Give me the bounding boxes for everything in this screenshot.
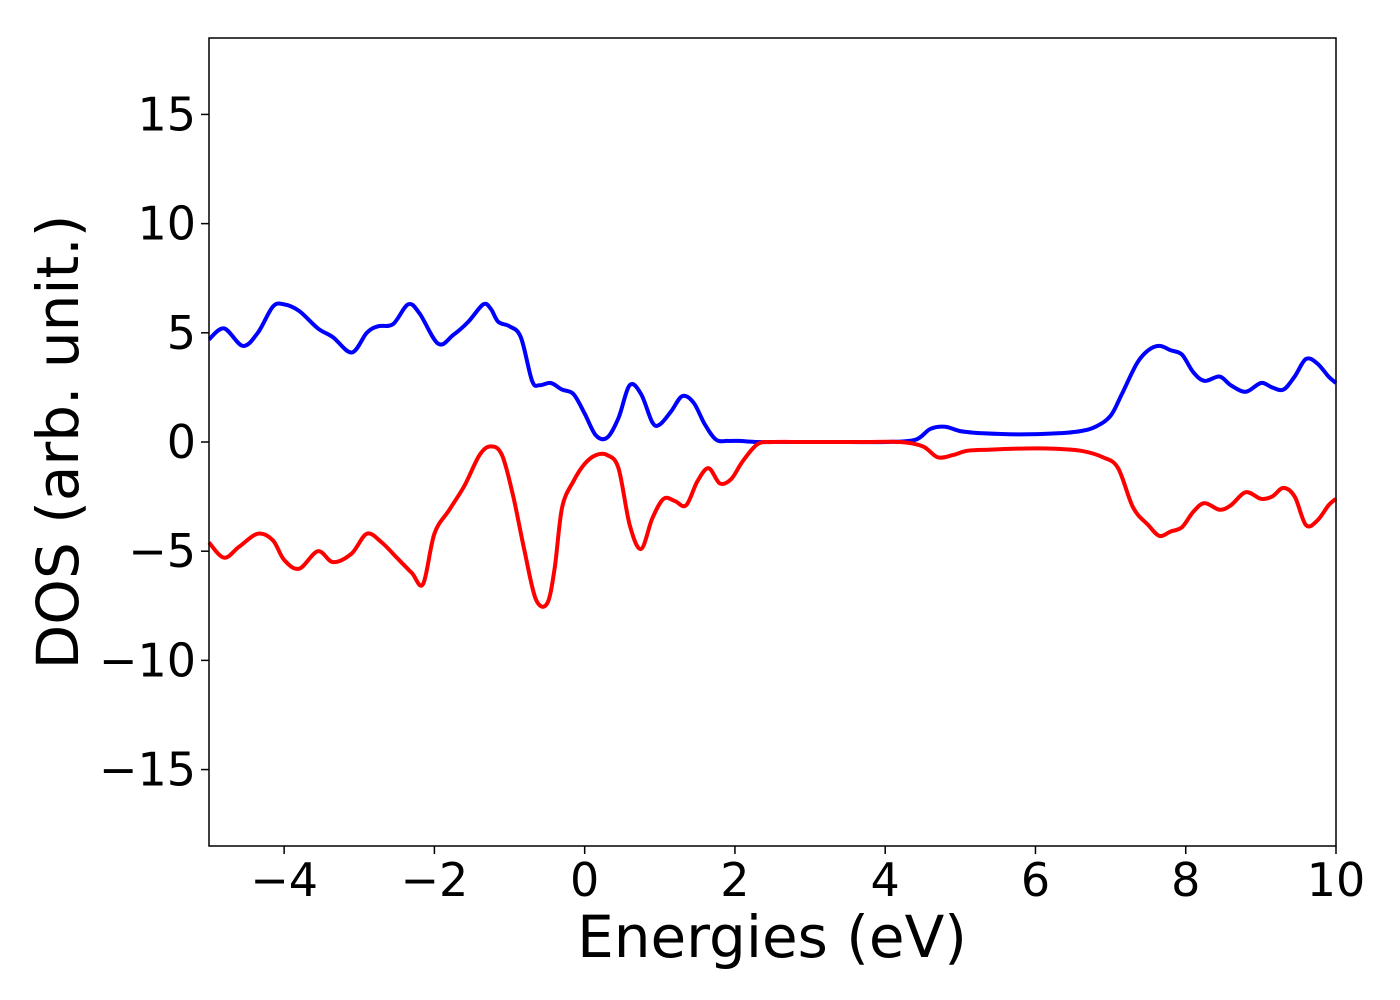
y-tick-label: −5 [128,524,196,578]
y-tick-label: 0 [167,415,196,469]
series-layer [207,301,1338,609]
y-tick-label: 15 [137,87,196,141]
y-axis-label: DOS (arb. unit.) [24,215,92,670]
y-tick-label: −10 [99,633,196,687]
series-line-blue [207,301,1338,445]
x-tick-label: 6 [1021,853,1050,907]
x-tick-label: 4 [871,853,900,907]
x-tick-label: 8 [1171,853,1200,907]
x-tick-label: 0 [570,853,599,907]
x-tick-label: 10 [1307,853,1366,907]
y-tick-label: −15 [99,743,196,797]
x-tick-label: −2 [400,853,468,907]
x-axis-label: Energies (eV) [577,903,967,971]
y-tick-label: 10 [137,197,196,251]
series-line-red [207,439,1338,609]
x-tick-label: −4 [250,853,318,907]
x-tick-label: 2 [720,853,749,907]
y-ticks: −15 −10 −5 0 5 10 15 [99,87,209,797]
x-ticks: −4 −2 0 2 4 6 8 10 [250,846,1365,907]
y-tick-label: 5 [167,306,196,360]
